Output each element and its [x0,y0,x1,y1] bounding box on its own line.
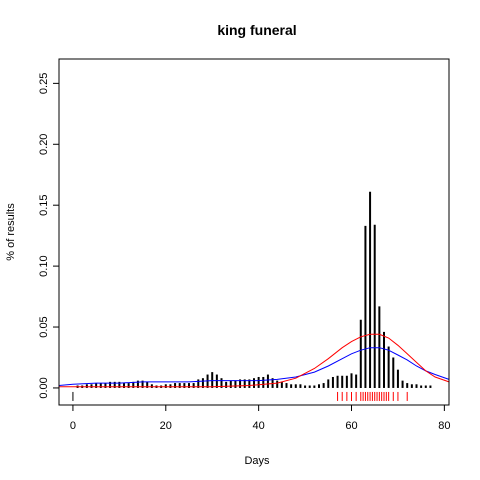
x-tick-label: 80 [438,420,450,432]
blue-fit-line [58,347,450,386]
rug-group [72,391,408,401]
chart-title: king funeral [217,22,296,38]
y-tick-label: 0.20 [38,134,50,155]
y-tick-label: 0.10 [38,255,50,276]
x-axis-label: Days [244,455,270,467]
x-tick-label: 0 [70,420,76,432]
x-tick-label: 60 [345,420,357,432]
y-axis-label: % of results [5,203,17,261]
curve-group [58,333,450,388]
plot-frame [58,58,450,406]
y-tick-label: 0.00 [38,377,50,398]
red-fit-line [59,333,450,388]
x-tick-label: 40 [253,420,265,432]
y-tick-label: 0.15 [38,194,50,215]
y-tick-label: 0.25 [38,73,50,94]
x-tick-label: 20 [160,420,172,432]
y-axis: 0.00 0.05 0.10 0.15 0.20 0.25 [38,73,59,399]
x-axis: 0 20 40 60 80 [70,405,450,432]
y-tick-label: 0.05 [38,316,50,337]
